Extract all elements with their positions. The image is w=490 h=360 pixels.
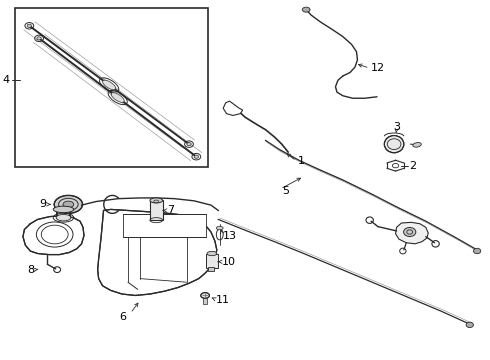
Text: 1: 1 xyxy=(298,156,305,166)
Text: 9: 9 xyxy=(39,199,46,210)
Text: 6: 6 xyxy=(119,312,126,322)
Polygon shape xyxy=(395,222,428,244)
Ellipse shape xyxy=(473,248,481,254)
Bar xyxy=(150,201,163,220)
Bar xyxy=(206,254,218,268)
Text: 13: 13 xyxy=(223,231,237,240)
Text: 12: 12 xyxy=(371,63,385,73)
Bar xyxy=(208,267,215,271)
Bar xyxy=(15,8,208,167)
Ellipse shape xyxy=(150,198,163,203)
Ellipse shape xyxy=(63,201,74,208)
Polygon shape xyxy=(23,216,84,255)
Ellipse shape xyxy=(187,143,191,146)
Ellipse shape xyxy=(413,143,421,147)
Ellipse shape xyxy=(302,7,310,12)
Text: 7: 7 xyxy=(167,206,174,216)
Ellipse shape xyxy=(466,322,473,328)
Ellipse shape xyxy=(194,155,198,158)
Text: 10: 10 xyxy=(221,257,236,267)
Bar xyxy=(123,214,206,237)
Polygon shape xyxy=(223,101,243,116)
Ellipse shape xyxy=(102,80,116,90)
Text: 4: 4 xyxy=(2,75,10,85)
Text: 11: 11 xyxy=(216,295,230,305)
Ellipse shape xyxy=(37,37,41,40)
Ellipse shape xyxy=(384,135,404,153)
Ellipse shape xyxy=(27,24,31,27)
Ellipse shape xyxy=(53,206,74,213)
Ellipse shape xyxy=(54,195,82,213)
Ellipse shape xyxy=(56,215,71,221)
Ellipse shape xyxy=(216,226,223,230)
Ellipse shape xyxy=(207,251,217,256)
Text: 3: 3 xyxy=(393,122,400,132)
Polygon shape xyxy=(98,210,217,296)
Ellipse shape xyxy=(201,293,210,298)
Bar xyxy=(203,298,207,305)
Ellipse shape xyxy=(404,228,416,237)
Text: 8: 8 xyxy=(27,265,34,275)
Ellipse shape xyxy=(111,93,124,102)
Text: 5: 5 xyxy=(282,186,289,196)
Text: 2: 2 xyxy=(409,161,416,171)
